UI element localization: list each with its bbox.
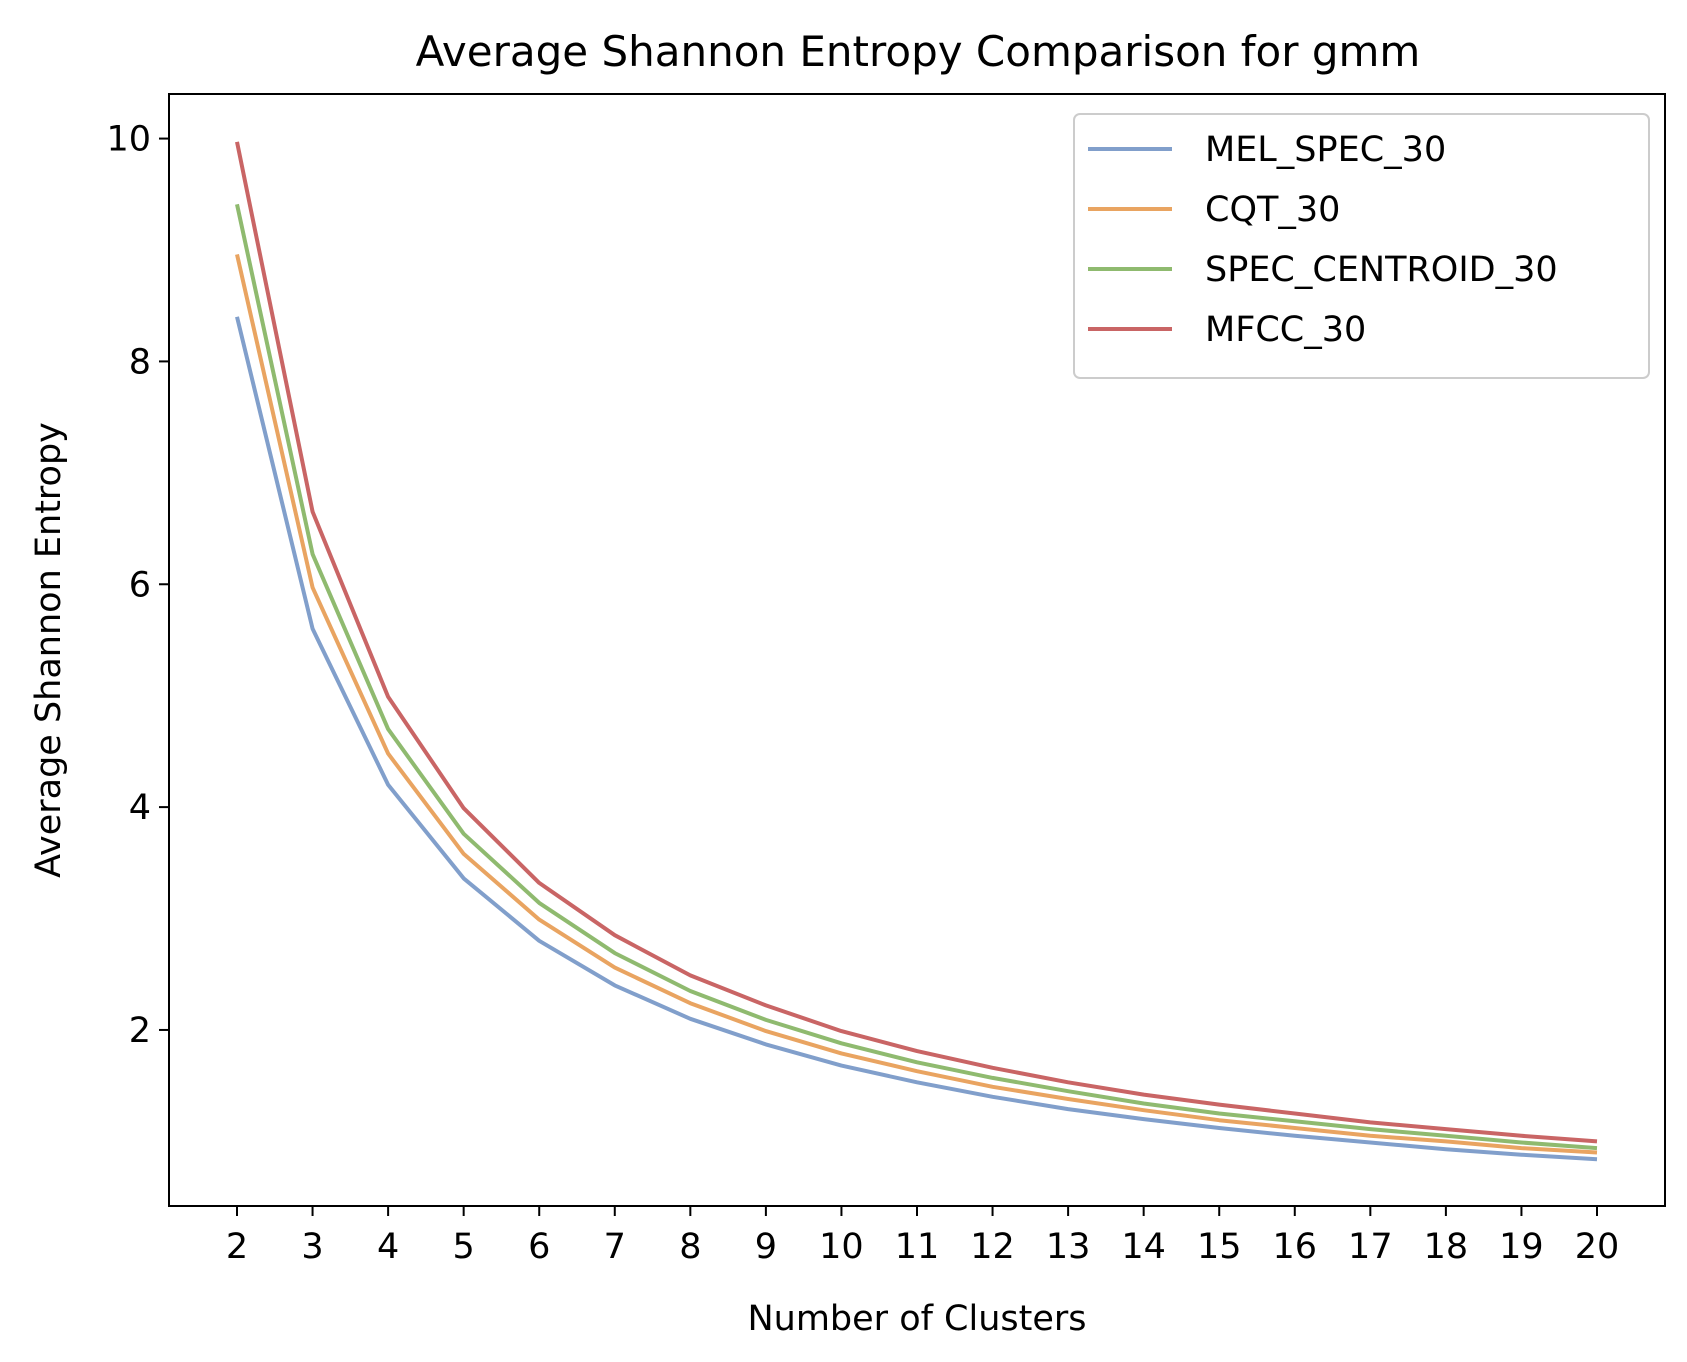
legend-label-4: MFCC_30 [1205,310,1366,350]
y-axis-label: Average Shannon Entropy [29,422,69,878]
x-tick-label: 4 [377,1227,399,1267]
x-tick-label: 12 [970,1227,1015,1267]
x-tick-label: 9 [755,1227,777,1267]
x-tick-label: 13 [1046,1227,1091,1267]
x-tick-label: 5 [453,1227,475,1267]
x-tick-label: 7 [604,1227,626,1267]
legend-label-2: CQT_30 [1205,190,1340,230]
x-tick-label: 10 [819,1227,864,1267]
y-tick-label: 2 [129,1011,151,1051]
legend-label-1: MEL_SPEC_30 [1205,130,1446,170]
x-tick-label: 17 [1348,1227,1393,1267]
x-tick-label: 6 [528,1227,550,1267]
y-tick-label: 10 [106,120,151,160]
y-tick-label: 6 [129,565,151,605]
x-tick-label: 2 [226,1227,248,1267]
x-tick-label: 14 [1121,1227,1166,1267]
x-tick-label: 16 [1273,1227,1318,1267]
y-tick-label: 8 [129,342,151,382]
x-tick-label: 19 [1499,1227,1544,1267]
legend-label-3: SPEC_CENTROID_30 [1205,250,1558,290]
legend: MEL_SPEC_30 CQT_30 SPEC_CENTROID_30 MFCC_30 [1074,114,1649,378]
x-tick-label: 20 [1575,1227,1620,1267]
x-tick-label: 11 [895,1227,940,1267]
x-axis-label: Number of Clusters [747,1299,1086,1339]
x-tick-label: 15 [1197,1227,1242,1267]
y-tick-label: 4 [129,788,151,828]
chart-title: Average Shannon Entropy Comparison for g… [416,27,1421,76]
x-tick-label: 18 [1424,1227,1469,1267]
x-tick-label: 8 [679,1227,701,1267]
x-tick-label: 3 [301,1227,323,1267]
